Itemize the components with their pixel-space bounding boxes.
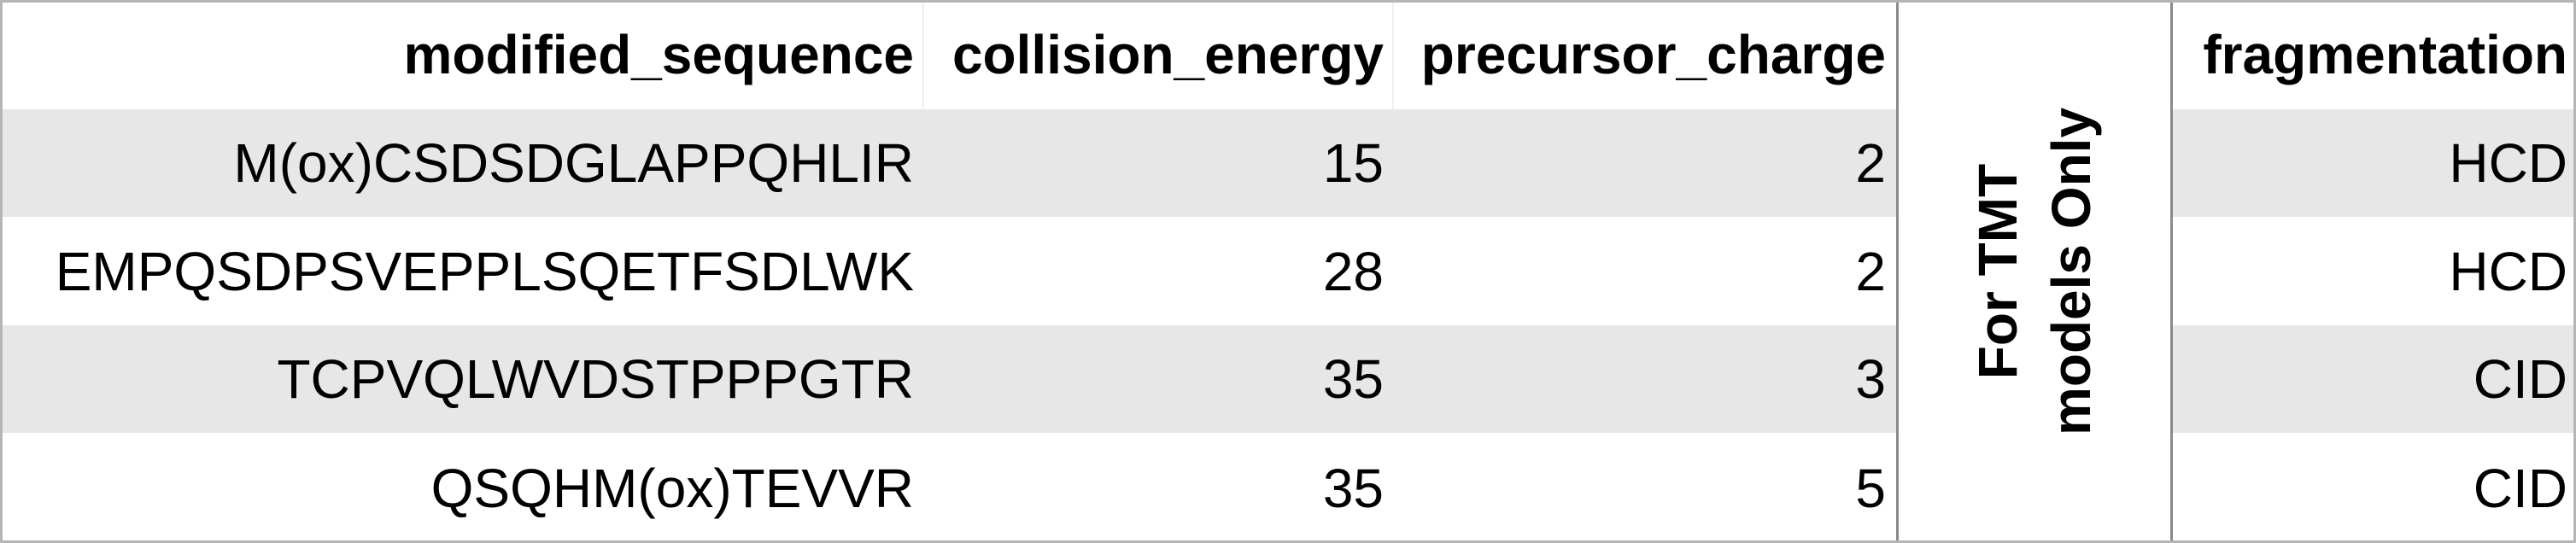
column-divider	[922, 0, 924, 109]
tmt-note-column	[1896, 0, 2173, 543]
table-cell[interactable]: CID	[2473, 457, 2567, 519]
table-cell[interactable]: CID	[2173, 325, 2576, 433]
table-cell[interactable]: M(ox)CSDSDGLAPPQHLIR	[0, 109, 922, 217]
header-fragmentation[interactable]: fragmentation	[2203, 24, 2567, 85]
table-cell[interactable]: 28	[1322, 240, 1384, 302]
tmt-note-label: For TMT models Only	[1961, 75, 2108, 468]
table-cell[interactable]: HCD	[2173, 109, 2576, 217]
tmt-note-line-2: models Only	[2040, 107, 2102, 436]
table-cell[interactable]: HCD	[2449, 240, 2567, 302]
tmt-note-line-1: For TMT	[1967, 163, 2029, 380]
header-precursor-charge[interactable]: precursor_charge	[1420, 24, 1886, 85]
table-cell[interactable]: 35	[1322, 457, 1384, 519]
table-cell[interactable]: TCPVQLWVDSTPPPGTR	[0, 325, 922, 433]
table-cell[interactable]: 2	[1392, 109, 1896, 217]
table-cell[interactable]: 5	[1855, 457, 1886, 519]
column-collision-energy: collision_energy 15 28 35 35	[922, 0, 1392, 543]
column-divider	[1392, 0, 1394, 109]
header-modified-sequence[interactable]: modified_sequence	[403, 24, 915, 85]
table-cell[interactable]: QSQHM(ox)TEVVR	[430, 457, 914, 519]
column-precursor-charge: precursor_charge 2 2 3 5	[1392, 0, 1896, 543]
header-collision-energy[interactable]: collision_energy	[951, 24, 1384, 85]
column-modified-sequence: modified_sequence M(ox)CSDSDGLAPPQHLIR E…	[0, 0, 922, 543]
table-cell[interactable]: 3	[1392, 325, 1896, 433]
table-cell[interactable]: EMPQSDPSVEPPLSQETFSDLWK	[55, 240, 914, 302]
table-cell[interactable]: 35	[922, 325, 1392, 433]
table-cell[interactable]: 2	[1855, 240, 1886, 302]
table-cell[interactable]: 15	[922, 109, 1392, 217]
column-fragmentation: fragmentation HCD HCD CID CID	[2173, 0, 2576, 543]
